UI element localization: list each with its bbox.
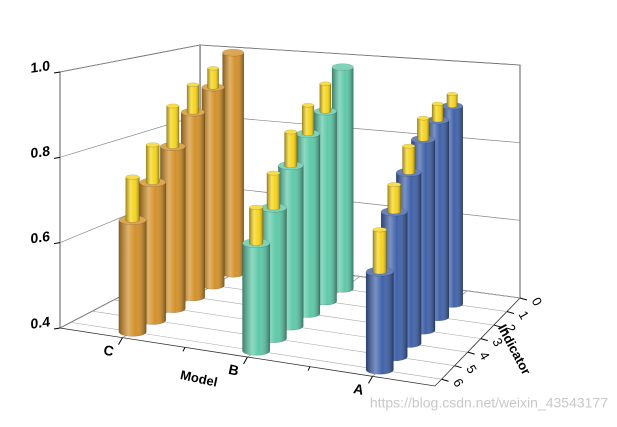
bar-cap-shade [319, 83, 331, 114]
z-tick [480, 338, 488, 342]
bar-cap-top [372, 227, 387, 233]
x-minor-tick [182, 347, 186, 352]
bar-cap-top-light [266, 170, 281, 176]
bar-top [222, 48, 245, 57]
bar-cap-top [446, 92, 458, 97]
x-tick [118, 337, 123, 345]
bar-cap-shade [187, 84, 199, 115]
bar-shade [160, 146, 186, 313]
bar-cap-shade [166, 105, 180, 149]
y-tick-label: 0.4 [31, 313, 51, 332]
bar-cap-top [417, 115, 430, 121]
bar-cap-top [431, 101, 444, 106]
watermark: https://blog.csdn.net/weixin_43543177 [370, 395, 608, 411]
bar-cap-shade [266, 173, 280, 211]
bar-shade [242, 243, 270, 356]
bar-cap-top-light [372, 227, 387, 232]
bar-cap-top-light [166, 103, 180, 108]
bar-cap-shade [302, 105, 314, 136]
bar-cap-shade [387, 184, 401, 214]
y-tick-label: 0.6 [31, 228, 51, 247]
bar-top-light [222, 49, 244, 57]
bar-shade [332, 67, 354, 293]
z-tick [454, 365, 462, 369]
bar-cap-top [301, 102, 315, 108]
bar-cap-top [125, 174, 140, 180]
x-tick-label: A [352, 380, 365, 398]
bar-shade [181, 112, 205, 301]
y-tick-label: 1.0 [31, 57, 51, 76]
bars [118, 48, 464, 375]
bar-shade [201, 87, 225, 290]
bar-cap-shade [402, 146, 415, 175]
bar-cap-top-light [402, 144, 415, 149]
bar-cap-top-light [387, 182, 401, 187]
bar-cap-top [145, 142, 160, 148]
y-tick [53, 156, 61, 159]
z-tick-label: 1 [516, 308, 533, 322]
bar-shade [118, 220, 147, 337]
z-tick [506, 311, 515, 315]
bar-cap-shade [249, 207, 263, 246]
z-tick [467, 351, 475, 355]
bar-cap-top-light [319, 81, 331, 86]
bar-cap-shade [432, 103, 444, 123]
bar-cap-top [166, 103, 180, 109]
z-tick-label: 5 [463, 362, 480, 376]
z-tick-label: 0 [529, 295, 546, 309]
x-minor-tick [307, 366, 311, 371]
bar-cap-top [387, 182, 402, 187]
bar-cap-top-light [249, 205, 263, 210]
bar-cap-top-light [446, 92, 458, 96]
bar-cap-top [266, 170, 281, 176]
bar-cap-shade [372, 229, 387, 274]
x-axis-label: Model [179, 367, 219, 389]
bar-cap-shade [125, 177, 140, 223]
x-tick [368, 376, 373, 384]
bar-top [331, 63, 354, 71]
bar-cap-top [319, 81, 332, 86]
bar-cap-top-light [284, 129, 297, 134]
bar-cap-top [207, 66, 219, 71]
x-tick [243, 356, 248, 365]
bar-cap-shade [417, 118, 430, 142]
bar-cap-top [402, 143, 416, 149]
bar-cap-top [249, 204, 264, 210]
bar-cap-top-light [432, 101, 444, 106]
bar-cap-top-light [187, 82, 199, 87]
bar-cap-shade [207, 68, 219, 90]
bar-cap-shade [284, 131, 297, 168]
bar-cap-shade [446, 94, 458, 108]
y-tick [53, 242, 61, 245]
bar-shade [366, 271, 394, 375]
y-tick-label: 0.8 [31, 142, 51, 161]
z-tick [493, 324, 501, 328]
bar-cap-top-light [146, 142, 160, 147]
bar-cap-top-light [417, 116, 430, 121]
bar-top-light [332, 63, 354, 71]
bar-cap-top [284, 129, 298, 135]
y-tick [53, 327, 61, 330]
x-tick-label: B [227, 361, 240, 379]
z-tick-label: 4 [476, 349, 493, 363]
bar-shade [222, 52, 244, 278]
z-tick [441, 378, 449, 382]
y-tick [53, 71, 61, 74]
bar-cap-top-light [207, 66, 219, 71]
bar-cap-shade [146, 144, 160, 185]
bar-cap-top-light [125, 174, 140, 180]
grid-line [59, 44, 521, 73]
bar-cap-top-light [302, 103, 315, 108]
z-tick-label: 6 [450, 376, 467, 390]
x-tick-label: C [102, 342, 115, 360]
bar-cap-top [186, 82, 200, 87]
z-tick [519, 297, 528, 301]
